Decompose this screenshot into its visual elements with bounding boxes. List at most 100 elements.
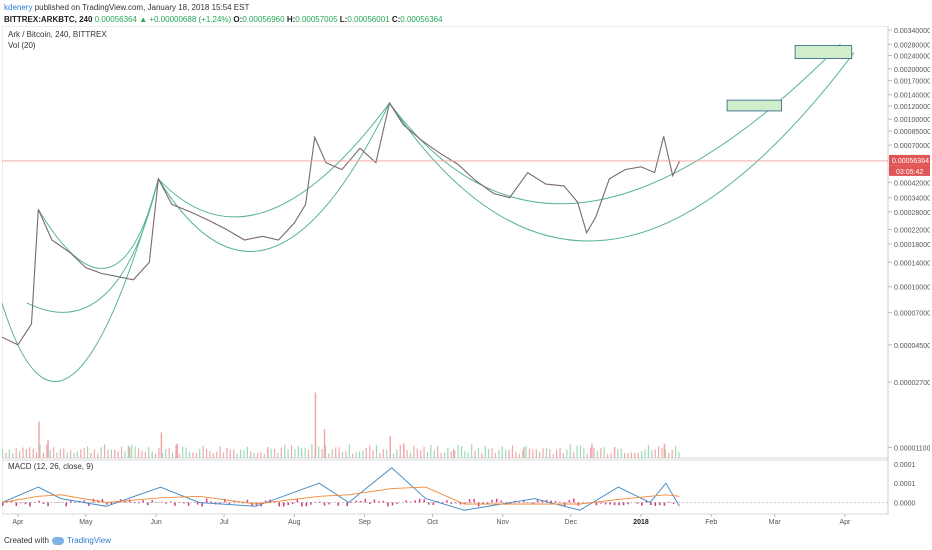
y-tick-label: 0.00200000	[894, 67, 930, 74]
macd-histogram-bar	[595, 502, 598, 506]
volume-bar	[168, 448, 170, 458]
macd-histogram-bar	[106, 502, 108, 505]
y-tick-label: 0.00140000	[894, 93, 930, 100]
macd-histogram-bar	[418, 498, 421, 503]
y-tick-label: 0.00018000	[894, 242, 930, 249]
macd-histogram-bar	[187, 502, 190, 506]
volume-bar	[318, 446, 320, 458]
x-tick-label: Sep	[358, 519, 371, 526]
y-tick-label: 0.00010000	[894, 285, 930, 292]
username-link[interactable]: kdenery	[4, 3, 33, 12]
tradingview-link[interactable]: TradingView	[52, 532, 111, 550]
macd-histogram-bar	[205, 498, 208, 503]
volume-bar	[511, 445, 514, 458]
volume-bar	[158, 448, 160, 458]
macd-histogram-bar	[409, 501, 412, 503]
volume-bar	[579, 445, 582, 458]
volume-bar	[338, 447, 340, 458]
volume-bar	[542, 448, 544, 458]
volume-bar	[335, 447, 337, 458]
volume-bar	[430, 445, 432, 458]
volume-bar	[307, 449, 310, 458]
volume-bar	[256, 453, 259, 458]
macd-histogram-bar	[405, 500, 407, 503]
volume-bar	[277, 452, 279, 458]
volume-bar	[471, 444, 473, 458]
volume-bar	[372, 450, 374, 458]
volume-bar	[301, 448, 303, 458]
volume-bar	[556, 449, 558, 458]
macd-histogram-bar	[305, 502, 308, 507]
x-tick-label: Jun	[150, 519, 161, 526]
high-value: 0.00057005	[295, 15, 338, 24]
x-tick-label: Dec	[565, 519, 578, 526]
volume-bar	[566, 449, 568, 458]
volume-bar	[42, 452, 44, 458]
y-tick-label: 0.00120000	[894, 104, 930, 111]
volume-bar	[233, 449, 235, 458]
volume-bar	[110, 449, 112, 458]
macd-histogram-bar	[110, 502, 113, 505]
volume-bar	[103, 444, 106, 458]
volume-bar	[250, 451, 252, 458]
macd-histogram-bar	[151, 500, 154, 503]
price-chart-svg[interactable]: 0.00340000 0.00280000 0.00240000 0.00200000…	[1, 25, 931, 530]
volume-bar	[532, 449, 534, 458]
volume-bar	[148, 447, 150, 458]
volume-bar	[290, 445, 293, 458]
macd-histogram-bar	[536, 499, 539, 503]
volume-bar	[297, 446, 299, 458]
volume-bar	[610, 452, 612, 458]
y-tick-label: 0.00034000	[894, 196, 930, 203]
volume-spike-bar	[267, 447, 269, 458]
volume-bar	[491, 447, 493, 458]
volume-bar	[83, 447, 85, 458]
volume-bar	[29, 447, 31, 458]
footer: Created with TradingView	[0, 532, 932, 550]
volume-bar	[100, 447, 102, 458]
volume-bar	[239, 449, 242, 458]
publish-info: published on TradingView.com, January 18…	[34, 3, 250, 12]
publish-line: kdenery published on TradingView.com, Ja…	[4, 2, 249, 14]
macd-histogram-bar	[486, 502, 489, 504]
volume-indicator-label: Vol (20)	[8, 41, 36, 50]
volume-bar	[175, 445, 177, 458]
volume-spike-bar	[523, 447, 525, 458]
macd-histogram-bar	[432, 502, 435, 506]
price-line	[1, 101, 680, 346]
volume-bar	[5, 452, 7, 458]
volume-bar	[423, 446, 425, 458]
volume-bar	[222, 452, 225, 458]
volume-bar	[464, 451, 466, 458]
volume-bar	[260, 452, 262, 458]
x-tick-label: May	[79, 519, 93, 526]
volume-bar	[426, 451, 429, 458]
volume-bar	[630, 452, 633, 458]
last-price-tag	[889, 154, 930, 166]
macd-histogram-bar	[242, 502, 244, 504]
macd-pane-frame	[1, 459, 889, 515]
parabola-line	[157, 102, 390, 218]
macd-histogram-bar	[337, 502, 339, 506]
volume-bar	[90, 452, 92, 458]
volume-bar	[15, 448, 17, 458]
macd-histogram-bar	[350, 501, 353, 503]
macd-histogram-bar	[459, 502, 462, 505]
volume-bar	[246, 446, 248, 458]
volume-bar	[549, 449, 551, 458]
macd-histogram-bar	[604, 502, 607, 505]
volume-bar	[73, 453, 75, 458]
macd-histogram-bar	[201, 502, 203, 507]
chart-area[interactable]: 0.00340000 0.00280000 0.00240000 0.00200000…	[1, 25, 931, 530]
volume-bar	[131, 444, 133, 458]
volume-bar	[120, 446, 123, 458]
volume-spike-bar	[323, 428, 326, 458]
volume-bar	[182, 446, 184, 458]
x-tick-label: Jul	[220, 519, 229, 526]
macd-histogram-bar	[278, 502, 280, 507]
volume-bar	[270, 448, 272, 458]
volume-bar	[49, 449, 51, 458]
macd-histogram-bar	[645, 500, 648, 503]
volume-bar	[488, 448, 490, 458]
volume-bar	[12, 453, 14, 458]
